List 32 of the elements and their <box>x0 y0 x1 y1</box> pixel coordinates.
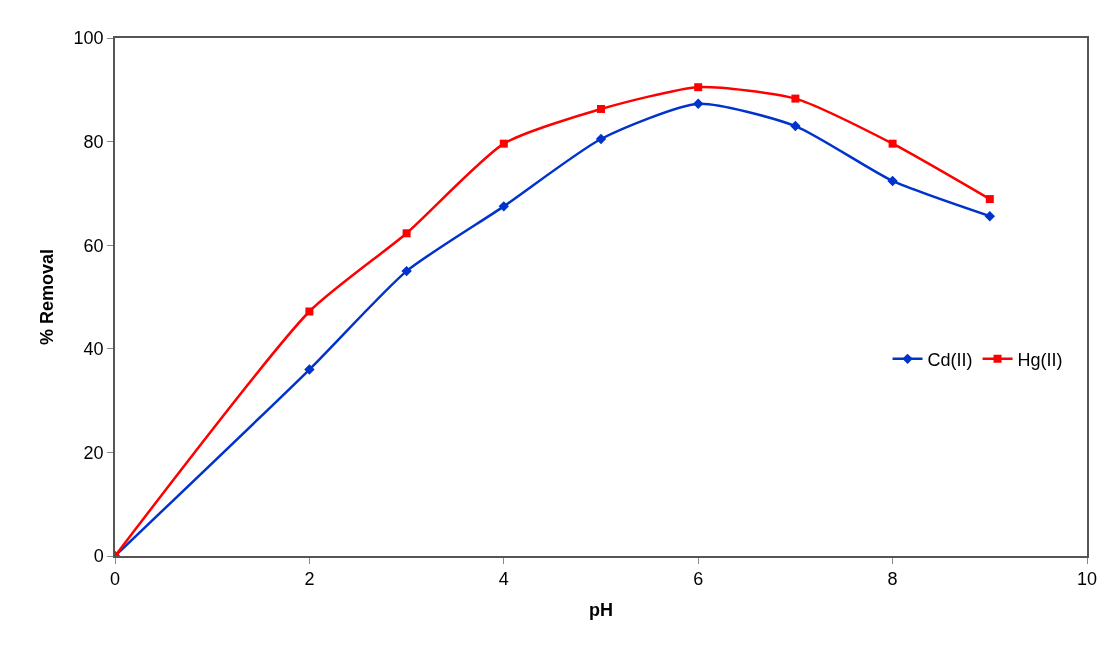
y-tick-label: 80 <box>83 131 104 152</box>
y-tick-label: 40 <box>83 339 104 360</box>
point <box>888 139 897 148</box>
point <box>595 133 607 145</box>
x-tick-label: 4 <box>498 569 509 590</box>
point <box>499 139 508 148</box>
x-tick-label: 6 <box>693 569 704 590</box>
y-axis-title: % Removal <box>37 248 58 346</box>
point <box>304 364 315 375</box>
point <box>790 120 801 132</box>
y-tick-label: 20 <box>83 442 104 463</box>
legend-label: Cd(II) <box>927 349 973 370</box>
y-tick-label: 0 <box>93 546 104 567</box>
x-tick-label: 2 <box>304 569 315 590</box>
point <box>402 229 411 238</box>
point <box>597 104 605 113</box>
point <box>985 195 994 204</box>
point <box>887 175 898 187</box>
point <box>401 265 412 277</box>
x-tick-label: 10 <box>1076 569 1098 590</box>
point <box>694 83 703 92</box>
point <box>791 94 800 103</box>
point <box>984 210 995 222</box>
legend-label: Hg(II) <box>1017 349 1063 370</box>
x-axis-title: pH <box>589 599 613 620</box>
y-tick-label: 60 <box>83 235 104 256</box>
point <box>498 201 509 212</box>
x-tick-label: 0 <box>109 569 121 590</box>
point <box>305 307 314 316</box>
x-tick-label: 8 <box>887 569 898 590</box>
point <box>693 98 704 109</box>
y-tick-label: 100 <box>73 28 104 49</box>
